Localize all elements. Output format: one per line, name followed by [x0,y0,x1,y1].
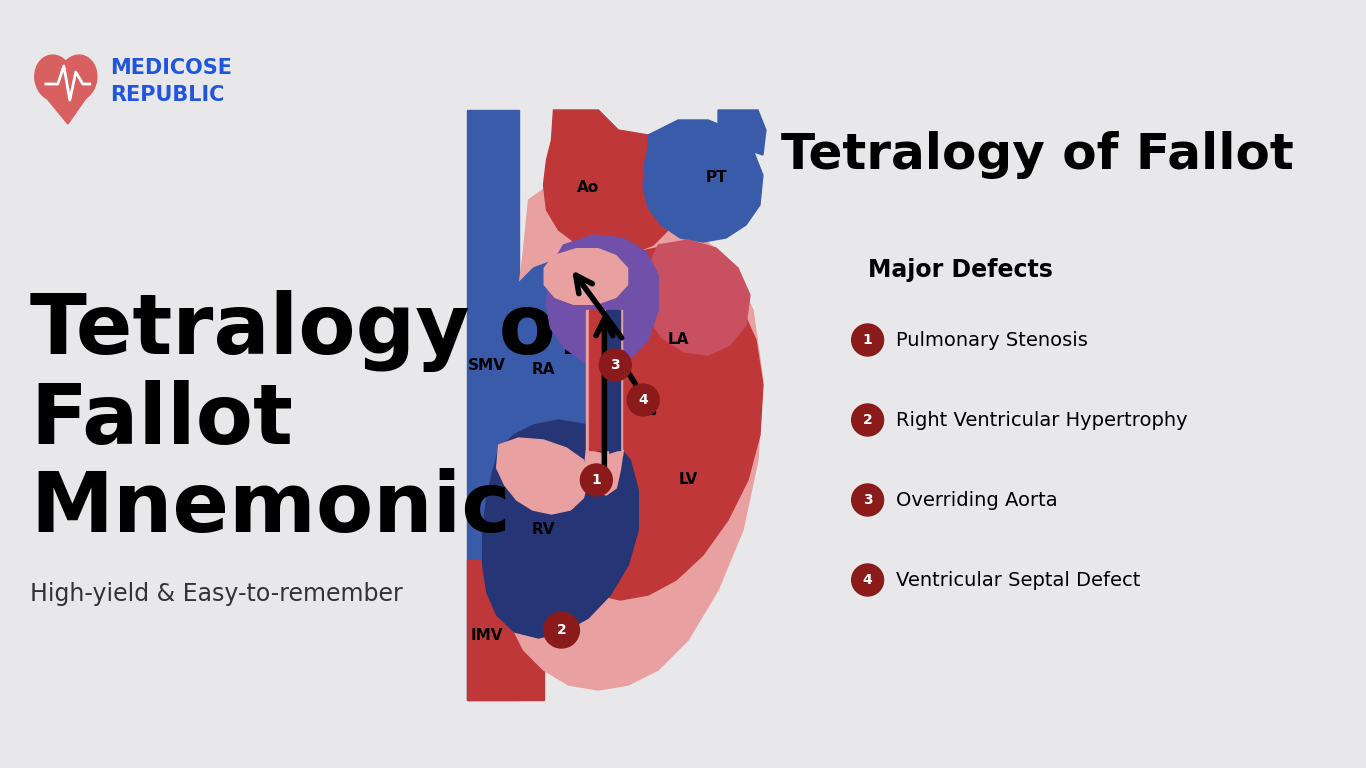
Text: Tetralogy of Fallot: Tetralogy of Fallot [781,131,1294,179]
Text: 4: 4 [638,393,647,407]
Polygon shape [482,420,638,638]
Text: RV: RV [531,522,555,538]
Text: 1: 1 [863,333,873,347]
Text: MEDICOSE: MEDICOSE [109,58,232,78]
Polygon shape [467,110,519,700]
Circle shape [851,564,884,596]
Polygon shape [619,310,623,455]
Text: 3: 3 [611,358,620,372]
Text: IMV: IMV [470,627,503,643]
Text: 1: 1 [591,473,601,487]
Polygon shape [497,438,589,514]
Text: RA: RA [531,362,555,378]
Polygon shape [607,310,620,450]
Circle shape [544,612,579,648]
Text: LV: LV [679,472,698,488]
Polygon shape [497,258,637,470]
Polygon shape [645,240,750,355]
Text: 3: 3 [863,493,873,507]
Text: Fallot: Fallot [30,380,292,461]
Text: Mnemonic: Mnemonic [30,468,511,549]
Polygon shape [719,110,766,155]
Text: Right Ventricular Hypertrophy: Right Ventricular Hypertrophy [896,411,1187,429]
Polygon shape [585,450,623,495]
Polygon shape [643,120,764,242]
Polygon shape [499,170,764,690]
Text: Ventricular Septal Defect: Ventricular Septal Defect [896,571,1139,590]
Circle shape [600,349,631,381]
Circle shape [581,464,612,496]
Polygon shape [589,310,604,450]
Ellipse shape [34,55,72,101]
Polygon shape [544,248,628,305]
Polygon shape [602,310,608,455]
Text: 2: 2 [556,623,567,637]
Text: Overriding Aorta: Overriding Aorta [896,491,1057,509]
Polygon shape [583,248,764,600]
Text: PT: PT [705,170,727,186]
Text: REPUBLIC: REPUBLIC [109,85,224,105]
Polygon shape [586,310,590,455]
Polygon shape [467,560,544,700]
Polygon shape [40,90,92,124]
Text: 4: 4 [863,573,873,587]
Text: High-yield & Easy-to-remember: High-yield & Easy-to-remember [30,582,403,606]
Text: Major Defects: Major Defects [867,258,1052,282]
Polygon shape [546,235,658,365]
Text: SMV: SMV [467,357,505,372]
Circle shape [851,404,884,436]
Text: LA: LA [668,333,688,347]
Circle shape [627,384,660,416]
Ellipse shape [59,55,97,101]
Circle shape [851,484,884,516]
Polygon shape [544,110,683,255]
Text: Ao: Ao [578,180,600,196]
Text: Pulmonary Stenosis: Pulmonary Stenosis [896,330,1087,349]
Circle shape [851,324,884,356]
Text: Tetralogy of: Tetralogy of [30,290,593,372]
Text: 2: 2 [863,413,873,427]
